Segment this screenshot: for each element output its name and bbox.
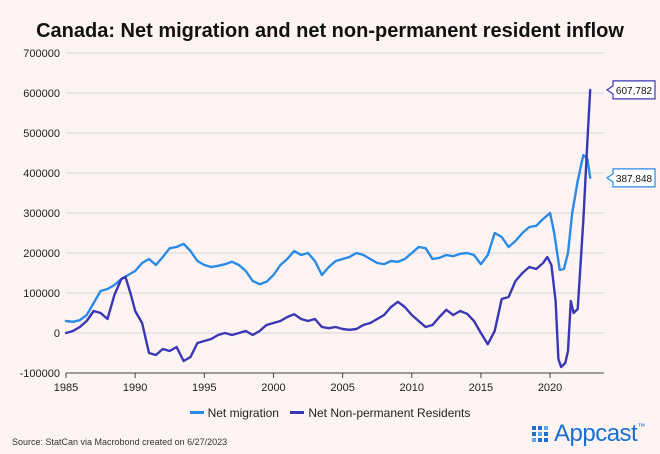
end-label-box bbox=[605, 168, 656, 188]
series-lines bbox=[64, 88, 592, 369]
legend-label-non-permanent: Net Non-permanent Residents bbox=[308, 405, 471, 420]
x-tick-label: 1990 bbox=[123, 382, 147, 394]
end-label-text: 387,848 bbox=[616, 174, 653, 185]
x-tick-label: 2000 bbox=[261, 382, 285, 394]
y-tick-label: -100000 bbox=[20, 368, 60, 380]
legend-label-net-migration: Net migration bbox=[207, 405, 279, 420]
trademark-mark: ™ bbox=[637, 422, 646, 431]
legend-swatch-non-permanent bbox=[290, 411, 305, 414]
end-label-text: 607,782 bbox=[616, 86, 653, 97]
appcast-logo: Appcast ™ bbox=[530, 420, 645, 448]
appcast-grid-icon bbox=[532, 426, 548, 442]
end-label-box bbox=[605, 80, 656, 100]
end-value-labels: 607,782 387,848 bbox=[605, 80, 656, 188]
legend-item-non-permanent[interactable]: Net Non-permanent Residents bbox=[290, 406, 470, 420]
x-tick-label: 1985 bbox=[54, 382, 78, 394]
brand-name: Appcast bbox=[554, 420, 638, 447]
axes: -100000 0 100000 200000 300000 400000 500000 60… bbox=[20, 48, 604, 394]
legend: Net migration Net Non-permanent Resident… bbox=[0, 403, 660, 420]
x-tick-label: 2015 bbox=[469, 382, 493, 394]
x-tick-label: 2005 bbox=[330, 382, 354, 394]
x-tick-label: 2010 bbox=[400, 382, 424, 394]
source-note: Source: StatCan via Macrobond created on… bbox=[12, 437, 228, 447]
y-tick-label: 500000 bbox=[23, 128, 60, 140]
y-tick-label: 700000 bbox=[23, 48, 60, 60]
y-tick-label: 300000 bbox=[23, 208, 60, 220]
y-tick-label: 600000 bbox=[23, 88, 60, 100]
legend-item-net-migration[interactable]: Net migration bbox=[189, 405, 279, 420]
y-tick-label: 100000 bbox=[23, 288, 60, 300]
y-tick-label: 200000 bbox=[23, 248, 60, 260]
net-migration-line bbox=[64, 153, 592, 323]
gridlines bbox=[66, 52, 604, 374]
chart-title: Canada: Net migration and net non-perman… bbox=[36, 20, 624, 42]
legend-swatch-net-migration bbox=[189, 411, 204, 414]
non-permanent-residents-line bbox=[64, 88, 592, 369]
y-tick-label: 0 bbox=[54, 328, 60, 340]
y-tick-label: 400000 bbox=[23, 168, 60, 180]
x-tick-label: 2020 bbox=[538, 382, 562, 394]
x-tick-label: 1995 bbox=[192, 382, 216, 394]
